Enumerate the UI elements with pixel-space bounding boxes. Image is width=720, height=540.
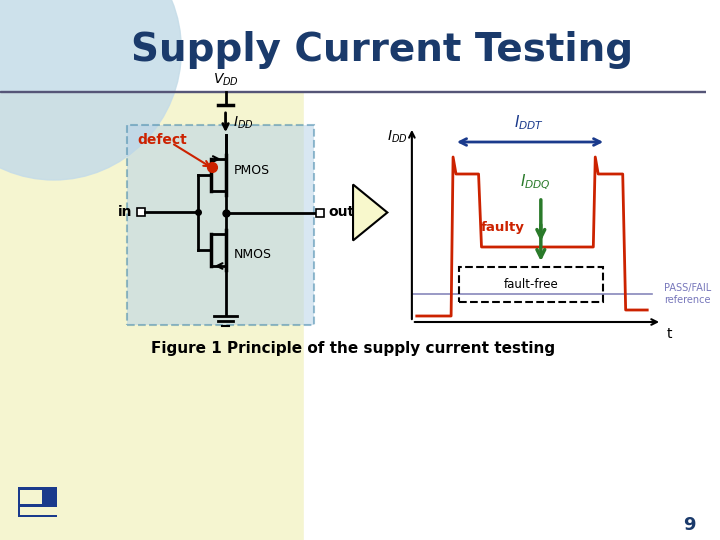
Text: reference: reference [664,295,711,305]
Text: $V_{DD}$: $V_{DD}$ [212,72,238,88]
Text: fault-free: fault-free [504,278,559,291]
Bar [35,490,52,504]
Bar [127,125,314,325]
Text: t: t [667,327,672,341]
Text: $I_{DDT}$: $I_{DDT}$ [515,113,544,132]
Bar [138,208,145,216]
Text: $I_{DD}$: $I_{DD}$ [387,129,408,145]
Text: out: out [328,206,355,219]
Text: Figure 1 Principle of the supply current testing: Figure 1 Principle of the supply current… [151,341,555,355]
Bar [0,91,706,92]
Text: NMOS: NMOS [233,248,271,261]
Bar [304,0,706,540]
Text: $I_{DD}$: $I_{DD}$ [233,114,254,131]
Text: in: in [118,205,132,219]
Bar [42,490,52,504]
Bar [316,208,323,217]
Text: $I_{DDQ}$: $I_{DDQ}$ [521,173,552,192]
Text: PASS/FAIL: PASS/FAIL [664,283,711,293]
Polygon shape [353,185,387,240]
Text: Supply Current Testing: Supply Current Testing [131,31,634,69]
Bar [0,0,706,90]
Text: defect: defect [137,133,186,147]
Text: PMOS: PMOS [233,164,269,177]
Bar [459,267,603,302]
Bar [19,507,57,515]
Text: faulty: faulty [480,220,524,233]
Bar [0,0,304,540]
Text: 9: 9 [683,516,696,534]
Bar [19,490,35,504]
Bar [18,487,57,517]
Circle shape [0,0,181,180]
